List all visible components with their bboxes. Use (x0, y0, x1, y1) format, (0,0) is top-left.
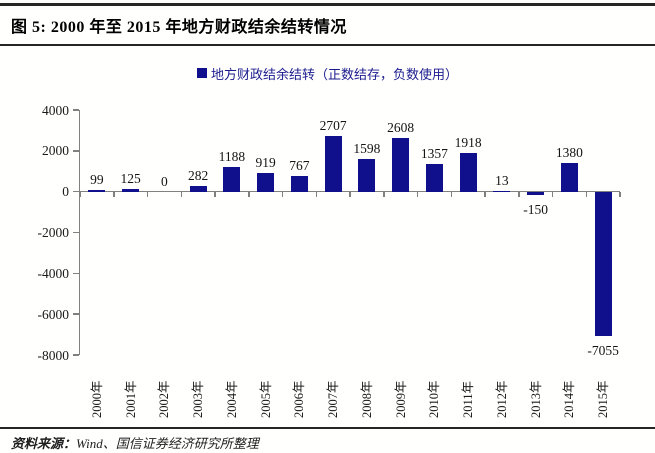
x-axis-label: 2009年 (393, 380, 408, 418)
bar (122, 189, 140, 192)
x-axis-label: 2015年 (596, 380, 611, 418)
bar-value-label: 0 (161, 173, 168, 189)
x-axis-label: 2007年 (326, 380, 341, 418)
y-tick-label: 4000 (42, 102, 69, 118)
top-rule (0, 3, 655, 6)
bar (358, 159, 376, 192)
bar (425, 163, 443, 192)
x-tick-mark (214, 191, 216, 197)
bar-value-label: 1918 (454, 134, 482, 150)
x-axis-label: 2001年 (123, 380, 138, 418)
y-tick-mark (73, 109, 79, 111)
x-axis-label: 2014年 (562, 380, 577, 418)
x-tick-mark (450, 191, 452, 197)
bar-value-label: 125 (120, 171, 141, 187)
legend-label: 地方财政结余结转（正数结存，负数使用） (210, 66, 458, 82)
x-tick-mark (383, 191, 385, 197)
x-axis-label: 2002年 (157, 380, 172, 418)
y-tick-mark (73, 150, 79, 152)
y-tick-mark (73, 272, 79, 275)
x-tick-mark (619, 191, 621, 197)
x-tick-mark (551, 191, 554, 197)
y-tick-label: -2000 (37, 225, 70, 240)
x-tick-mark (315, 191, 317, 197)
y-tick-label: -4000 (37, 265, 70, 281)
x-tick-mark (349, 191, 351, 197)
figure-title: 图 5: 2000 年至 2015 年地方财政结余结转情况 (11, 19, 347, 36)
x-axis-label: 2005年 (258, 380, 273, 418)
y-tick-mark (73, 190, 79, 193)
x-axis-label: 2000年 (89, 380, 104, 418)
bar (459, 152, 477, 192)
bar-value-label: 13 (495, 173, 509, 189)
x-tick-mark (416, 191, 419, 197)
bar-value-label: 767 (289, 158, 310, 173)
bar (257, 172, 275, 192)
x-tick-mark (518, 191, 520, 197)
x-tick-mark (79, 191, 81, 197)
bar (527, 192, 545, 196)
bar (392, 138, 410, 192)
source-note: 资料来源：Wind、国信证券经济研究所整理 (11, 433, 641, 452)
x-axis-label: 2008年 (359, 380, 374, 418)
bar-value-label: 1380 (555, 145, 583, 161)
x-axis-label: 2006年 (292, 380, 307, 418)
x-tick-mark (281, 191, 284, 197)
x-axis-label: 2004年 (224, 380, 239, 418)
y-tick-label: -8000 (37, 347, 70, 363)
bar (594, 192, 612, 337)
bar (324, 136, 342, 192)
bar (88, 189, 106, 192)
x-axis-label: 2013年 (528, 380, 543, 418)
bar-value-label: 1598 (353, 141, 381, 157)
bar-value-label: 282 (188, 167, 209, 183)
y-tick-mark (73, 354, 79, 356)
bar (223, 167, 241, 192)
x-tick-mark (113, 191, 115, 197)
bar (290, 176, 308, 192)
bar-value-label: -150 (523, 201, 548, 217)
y-tick-label: -6000 (37, 306, 70, 322)
bar-value-label: 2707 (319, 118, 347, 134)
y-axis-line (78, 110, 80, 355)
bar-value-label: 1188 (218, 149, 246, 165)
x-tick-mark (484, 191, 486, 197)
x-axis-label: 2012年 (494, 380, 509, 418)
bar (189, 185, 207, 192)
chart-legend: 地方财政结余结转（正数结存，负数使用） (0, 64, 655, 82)
x-tick-mark (180, 191, 182, 197)
y-tick-mark (73, 231, 79, 234)
bar-value-label: -7055 (587, 342, 619, 358)
source-text: Wind、国信证券经济研究所整理 (76, 436, 259, 451)
x-tick-mark (585, 191, 587, 197)
x-tick-mark (248, 191, 250, 197)
bar-value-label: 1357 (420, 145, 448, 161)
y-tick-label: 0 (62, 184, 69, 200)
x-axis-label: 2011年 (461, 380, 476, 418)
source-label: 资料来源： (11, 436, 77, 451)
footer-rule (0, 427, 655, 429)
title-rule (0, 44, 655, 46)
x-axis-label: 2003年 (191, 380, 206, 418)
bar (560, 163, 578, 192)
x-tick-mark (146, 191, 149, 197)
legend-marker-icon (196, 68, 207, 78)
x-axis-label: 2010年 (427, 380, 442, 418)
bar-value-label: 2608 (387, 120, 415, 136)
bar-value-label: 919 (255, 154, 276, 170)
y-tick-label: 2000 (42, 143, 69, 159)
bar-value-label: 99 (90, 171, 104, 187)
y-tick-mark (73, 313, 79, 315)
